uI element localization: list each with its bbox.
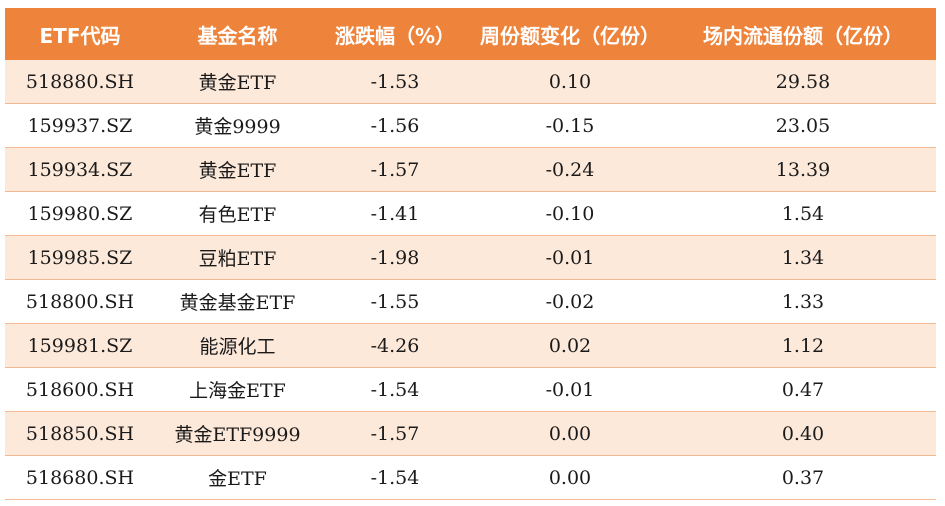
cell-weekly-share-change: -0.10	[470, 191, 670, 236]
cell-etf-code: 518800.SH	[5, 279, 155, 324]
cell-fund-name: 黄金基金ETF	[155, 279, 320, 324]
header-weekly-share-change: 周份额变化（亿份）	[470, 8, 670, 60]
cell-etf-code: 159937.SZ	[5, 103, 155, 148]
table-row: 159934.SZ 黄金ETF -1.57 -0.24 13.39	[5, 147, 936, 192]
cell-weekly-share-change: -0.01	[470, 235, 670, 280]
cell-fund-name: 上海金ETF	[155, 367, 320, 412]
cell-etf-code: 159985.SZ	[5, 235, 155, 280]
table-body: 518880.SH 黄金ETF -1.53 0.10 29.58 159937.…	[5, 60, 936, 500]
table-row: 518880.SH 黄金ETF -1.53 0.10 29.58	[5, 60, 936, 104]
cell-change-pct: -1.57	[320, 147, 470, 192]
cell-outstanding-shares: 29.58	[670, 60, 936, 104]
cell-weekly-share-change: 0.10	[470, 60, 670, 104]
cell-outstanding-shares: 0.37	[670, 455, 936, 500]
cell-change-pct: -1.55	[320, 279, 470, 324]
cell-fund-name: 黄金ETF	[155, 60, 320, 104]
cell-outstanding-shares: 0.40	[670, 411, 936, 456]
etf-table: ETF代码 基金名称 涨跌幅（%） 周份额变化（亿份） 场内流通份额（亿份） 5…	[5, 8, 936, 500]
cell-fund-name: 黄金9999	[155, 103, 320, 148]
table-row: 159981.SZ 能源化工 -4.26 0.02 1.12	[5, 323, 936, 368]
cell-outstanding-shares: 23.05	[670, 103, 936, 148]
cell-outstanding-shares: 1.33	[670, 279, 936, 324]
cell-outstanding-shares: 13.39	[670, 147, 936, 192]
cell-fund-name: 黄金ETF	[155, 147, 320, 192]
cell-weekly-share-change: 0.00	[470, 411, 670, 456]
table-row: 159985.SZ 豆粕ETF -1.98 -0.01 1.34	[5, 235, 936, 280]
cell-weekly-share-change: 0.02	[470, 323, 670, 368]
cell-change-pct: -1.98	[320, 235, 470, 280]
table-header: ETF代码 基金名称 涨跌幅（%） 周份额变化（亿份） 场内流通份额（亿份）	[5, 8, 936, 60]
table-row: 518680.SH 金ETF -1.54 0.00 0.37	[5, 455, 936, 500]
cell-change-pct: -1.57	[320, 411, 470, 456]
header-outstanding-shares: 场内流通份额（亿份）	[670, 8, 936, 60]
header-etf-code: ETF代码	[5, 8, 155, 60]
cell-weekly-share-change: -0.01	[470, 367, 670, 412]
cell-fund-name: 黄金ETF9999	[155, 411, 320, 456]
header-row: ETF代码 基金名称 涨跌幅（%） 周份额变化（亿份） 场内流通份额（亿份）	[5, 8, 936, 60]
table-row: 518800.SH 黄金基金ETF -1.55 -0.02 1.33	[5, 279, 936, 324]
cell-outstanding-shares: 1.54	[670, 191, 936, 236]
cell-etf-code: 159934.SZ	[5, 147, 155, 192]
table-row: 518600.SH 上海金ETF -1.54 -0.01 0.47	[5, 367, 936, 412]
header-fund-name: 基金名称	[155, 8, 320, 60]
cell-fund-name: 豆粕ETF	[155, 235, 320, 280]
table-row: 159980.SZ 有色ETF -1.41 -0.10 1.54	[5, 191, 936, 236]
cell-etf-code: 518600.SH	[5, 367, 155, 412]
cell-outstanding-shares: 1.34	[670, 235, 936, 280]
cell-etf-code: 518850.SH	[5, 411, 155, 456]
cell-weekly-share-change: -0.15	[470, 103, 670, 148]
etf-table-container: ETF代码 基金名称 涨跌幅（%） 周份额变化（亿份） 场内流通份额（亿份） 5…	[5, 8, 936, 500]
cell-change-pct: -1.53	[320, 60, 470, 104]
cell-outstanding-shares: 1.12	[670, 323, 936, 368]
cell-fund-name: 金ETF	[155, 455, 320, 500]
cell-fund-name: 能源化工	[155, 323, 320, 368]
cell-etf-code: 518880.SH	[5, 60, 155, 104]
cell-weekly-share-change: -0.24	[470, 147, 670, 192]
cell-change-pct: -4.26	[320, 323, 470, 368]
cell-etf-code: 159981.SZ	[5, 323, 155, 368]
cell-change-pct: -1.41	[320, 191, 470, 236]
cell-change-pct: -1.54	[320, 367, 470, 412]
cell-change-pct: -1.56	[320, 103, 470, 148]
cell-fund-name: 有色ETF	[155, 191, 320, 236]
cell-weekly-share-change: 0.00	[470, 455, 670, 500]
cell-outstanding-shares: 0.47	[670, 367, 936, 412]
header-change-pct: 涨跌幅（%）	[320, 8, 470, 60]
table-row: 159937.SZ 黄金9999 -1.56 -0.15 23.05	[5, 103, 936, 148]
cell-weekly-share-change: -0.02	[470, 279, 670, 324]
cell-etf-code: 518680.SH	[5, 455, 155, 500]
cell-change-pct: -1.54	[320, 455, 470, 500]
table-row: 518850.SH 黄金ETF9999 -1.57 0.00 0.40	[5, 411, 936, 456]
cell-etf-code: 159980.SZ	[5, 191, 155, 236]
